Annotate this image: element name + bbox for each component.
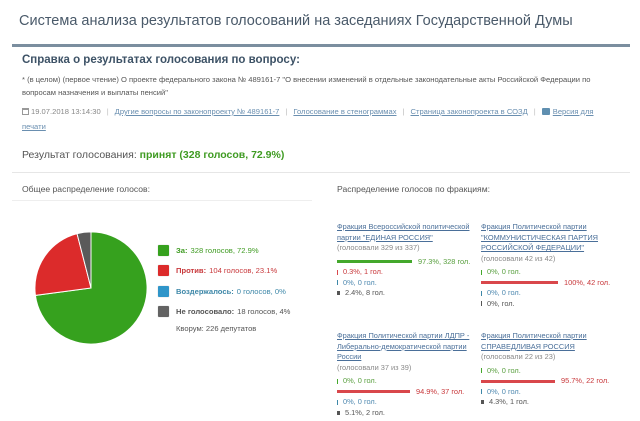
abstain-marker <box>337 280 338 286</box>
for-marker <box>481 269 482 275</box>
faction-row-abstain: 0%, 0 гол. <box>481 387 631 398</box>
section-title: Справка о результатах голосования по воп… <box>22 54 300 66</box>
faction-kprf: Фракция Политической партии "КОММУНИСТИЧ… <box>481 222 631 309</box>
faction-row-absent: 2.4%, 8 гол. <box>337 288 487 299</box>
faction-row-against: 100%, 42 гол. <box>481 278 631 289</box>
faction-row-for: 97.3%, 328 гол. <box>337 257 487 268</box>
faction-row-abstain: 0%, 0 гол. <box>337 397 487 408</box>
title-divider <box>12 44 630 47</box>
pie-legend: За: 328 голосов, 72.9% Против: 104 голосов… <box>158 240 290 333</box>
faction-row-against: 95.7%, 22 гол. <box>481 376 631 387</box>
print-version-link[interactable]: Версия для печати <box>22 107 594 131</box>
faction-voted-count: (голосовали 329 из 337) <box>337 243 420 252</box>
abstain-marker <box>337 399 338 405</box>
for-bar <box>337 260 412 264</box>
absent-marker <box>481 400 484 405</box>
faction-row-for: 0%, 0 гол. <box>481 267 631 278</box>
against-marker <box>337 269 338 275</box>
faction-row-for: 0%, 0 гол. <box>337 376 487 387</box>
legend-for: За: 328 голосов, 72.9% <box>158 240 290 261</box>
vote-pie-chart <box>34 231 148 345</box>
faction-ldpr: Фракция Политической партии ЛДПР - Либер… <box>337 331 487 418</box>
factions-heading: Распределение голосов по фракциям: <box>337 184 490 194</box>
absent-marker <box>337 291 340 296</box>
faction-name-link[interactable]: Фракция Всероссийской политической парти… <box>337 222 470 242</box>
vote-result: Результат голосования: принят (328 голос… <box>22 149 284 161</box>
faction-name-link[interactable]: Фракция Политической партии "КОММУНИСТИЧ… <box>481 222 598 252</box>
overall-heading: Общее распределение голосов: <box>22 184 150 194</box>
faction-just-russia: Фракция Политической партии СПРАВЕДЛИВАЯ… <box>481 331 631 408</box>
abstain-swatch <box>158 285 169 297</box>
faction-row-for: 0%, 0 гол. <box>481 366 631 377</box>
faction-voted-count: (голосовали 37 из 39) <box>337 362 412 372</box>
result-value: принят (328 голосов, 72.9%) <box>139 149 285 161</box>
printer-icon <box>541 108 550 115</box>
absent-marker <box>481 301 482 307</box>
result-divider <box>12 172 630 173</box>
faction-row-absent: 5.1%, 2 гол. <box>337 408 487 419</box>
legend-against: Против: 104 голосов, 23.1% <box>158 261 290 282</box>
against-swatch <box>158 265 169 277</box>
faction-row-against: 0.3%, 1 гол. <box>337 267 487 278</box>
faction-row-absent: 4.3%, 1 гол. <box>481 397 631 408</box>
against-bar <box>481 281 558 285</box>
legend-absent: Не голосовало: 18 голосов, 4% <box>158 302 290 323</box>
faction-united-russia: Фракция Всероссийской политической парти… <box>337 222 487 299</box>
result-label: Результат голосования: <box>22 149 137 161</box>
other-questions-link[interactable]: Другие вопросы по законопроекту № 489161… <box>114 107 280 116</box>
faction-name-link[interactable]: Фракция Политической партии СПРАВЕДЛИВАЯ… <box>481 331 587 351</box>
calendar-icon <box>22 108 29 115</box>
against-bar <box>337 390 410 394</box>
bill-page-link[interactable]: Страница законопроекта в СОЗД <box>410 107 528 116</box>
abstain-marker <box>481 389 482 395</box>
against-bar <box>481 379 555 383</box>
quorum-text: Кворум: 226 депутатов <box>176 324 257 333</box>
faction-voted-count: (голосовали 22 из 23) <box>481 352 556 361</box>
faction-row-abstain: 0%, 0 гол. <box>481 288 631 299</box>
question-text: * (в целом) (первое чтение) О проекте фе… <box>22 75 591 97</box>
abstain-marker <box>481 290 482 296</box>
absent-marker <box>337 410 340 415</box>
pie-slice-3 <box>76 231 92 289</box>
for-swatch <box>158 244 169 256</box>
faction-voted-count: (голосовали 42 из 42) <box>481 253 556 263</box>
for-marker <box>481 368 482 374</box>
app-title: Система анализа результатов голосований … <box>19 13 573 29</box>
for-marker <box>337 378 338 384</box>
faction-row-against: 94.9%, 37 гол. <box>337 387 487 398</box>
faction-name-link[interactable]: Фракция Политической партии ЛДПР - Либер… <box>337 331 470 361</box>
pie-slice-1 <box>34 233 92 296</box>
faction-row-absent: 0%, гол. <box>481 299 631 310</box>
faction-row-abstain: 0%, 0 гол. <box>337 278 487 289</box>
vote-datetime: 19.07.2018 13:14:30 <box>31 107 101 116</box>
overall-divider <box>12 200 312 201</box>
meta-bar: 19.07.2018 13:14:30 | Другие вопросы по за… <box>22 107 594 131</box>
legend-abstain: Воздержалось: 0 голосов, 0% <box>158 281 290 302</box>
transcripts-link[interactable]: Голосование в стенограммах <box>293 107 397 116</box>
absent-swatch <box>158 306 169 318</box>
